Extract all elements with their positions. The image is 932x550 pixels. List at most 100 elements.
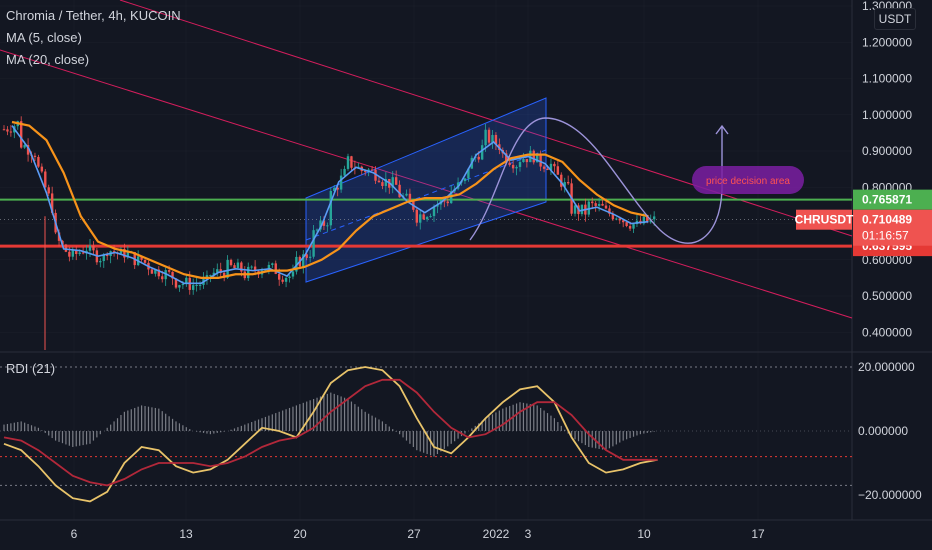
candle-body — [618, 218, 621, 221]
decision-note-text: price decision area — [706, 176, 790, 187]
rdi-slow-line — [3, 378, 658, 487]
last-price-badge-bg — [853, 209, 932, 246]
ma-slow-line — [11, 120, 649, 279]
candle-body — [250, 266, 253, 268]
candle-body — [92, 245, 95, 251]
candle-body — [398, 184, 401, 198]
candle-body — [192, 285, 195, 290]
candle-body — [181, 283, 185, 286]
candle-body — [652, 216, 656, 220]
candle-body — [119, 248, 123, 254]
candle-body — [508, 162, 511, 165]
ma-slow-legend[interactable]: MA (20, close) — [6, 52, 90, 67]
time-tick-label: 20 — [293, 527, 307, 541]
resistance-price-badge: 0.765871 — [862, 193, 912, 207]
decision-note-bubble[interactable] — [692, 166, 804, 194]
candle-body — [518, 162, 522, 167]
candle-body — [50, 193, 54, 213]
candle-body — [425, 217, 429, 220]
candle-body — [288, 276, 291, 278]
candle-body — [515, 166, 518, 169]
time-tick-label: 6 — [71, 527, 78, 541]
candle-body — [216, 269, 219, 273]
countdown-badge: 01:16:57 — [862, 229, 909, 243]
candle-body — [81, 252, 85, 254]
candle-body — [597, 203, 601, 206]
candle-body — [123, 248, 126, 258]
candle-body — [601, 203, 604, 206]
price-tick-label: 1.200000 — [862, 35, 912, 49]
candle-body — [267, 264, 271, 271]
candle-body — [391, 177, 394, 188]
candle-body — [549, 163, 553, 170]
rdi-tick-label: −20.000000 — [858, 488, 922, 502]
candle-body — [185, 277, 188, 284]
candle-body — [628, 226, 632, 229]
ma-fast-legend[interactable]: MA (5, close) — [6, 30, 82, 45]
candle-body — [171, 271, 174, 279]
candle-body — [326, 225, 329, 227]
candle-body — [563, 182, 566, 187]
candle-body — [174, 278, 178, 288]
candle-body — [505, 153, 508, 163]
candle-body — [642, 216, 646, 224]
candle-body — [333, 187, 336, 191]
candle-body — [422, 214, 425, 220]
time-tick-label: 13 — [179, 527, 193, 541]
candle-body — [546, 168, 549, 170]
candle-body — [226, 259, 229, 278]
candle-body — [329, 190, 332, 226]
candle-body — [346, 156, 350, 169]
candle-body — [408, 193, 412, 201]
candle-body — [539, 154, 542, 167]
candle-body — [377, 180, 381, 183]
candle-body — [632, 224, 635, 229]
price-tick-label: 0.900000 — [862, 144, 912, 158]
candle-body — [322, 220, 326, 226]
candle-body — [622, 220, 625, 223]
candle-body — [556, 166, 560, 175]
candle-body — [308, 256, 312, 258]
candle-body — [484, 129, 487, 146]
candle-body — [646, 216, 649, 223]
ma-fast-line — [11, 125, 649, 285]
candle-body — [446, 201, 449, 204]
candle-body — [432, 206, 436, 217]
candle-body — [305, 254, 308, 258]
candle-body — [611, 213, 615, 220]
candle-body — [560, 174, 563, 187]
candle-body — [236, 262, 240, 269]
candle-body — [102, 254, 105, 261]
candle-body — [580, 204, 584, 215]
candle-body — [343, 168, 346, 176]
candle-body — [467, 168, 470, 179]
indicator-legend[interactable]: RDI (21) — [6, 361, 56, 376]
symbol-title[interactable]: Chromia / Tether, 4h, KUCOIN — [6, 8, 181, 23]
candle-body — [522, 159, 525, 163]
price-tick-label: 1.100000 — [862, 72, 912, 86]
candle-body — [615, 218, 618, 220]
price-tick-label: 0.600000 — [862, 253, 912, 267]
candle-body — [319, 220, 322, 230]
candle-body — [178, 285, 181, 288]
rdi-fast-line — [3, 366, 658, 503]
candle-body — [511, 164, 515, 169]
candle-body — [126, 252, 130, 258]
candle-body — [405, 193, 408, 196]
candle-body — [78, 252, 81, 255]
trendline-lower — [0, 49, 853, 319]
candle-body — [591, 201, 594, 204]
candle-body — [364, 171, 367, 173]
candle-body — [99, 260, 102, 263]
candle-body — [140, 256, 143, 260]
candle-body — [315, 229, 319, 231]
price-tick-label: 0.500000 — [862, 289, 912, 303]
candle-body — [487, 129, 491, 143]
currency-unit-button[interactable]: USDT — [874, 8, 916, 30]
candle-body — [536, 154, 539, 163]
candle-body — [64, 244, 68, 252]
candle-body — [384, 178, 388, 186]
candle-body — [339, 175, 343, 190]
candle-body — [608, 208, 611, 214]
